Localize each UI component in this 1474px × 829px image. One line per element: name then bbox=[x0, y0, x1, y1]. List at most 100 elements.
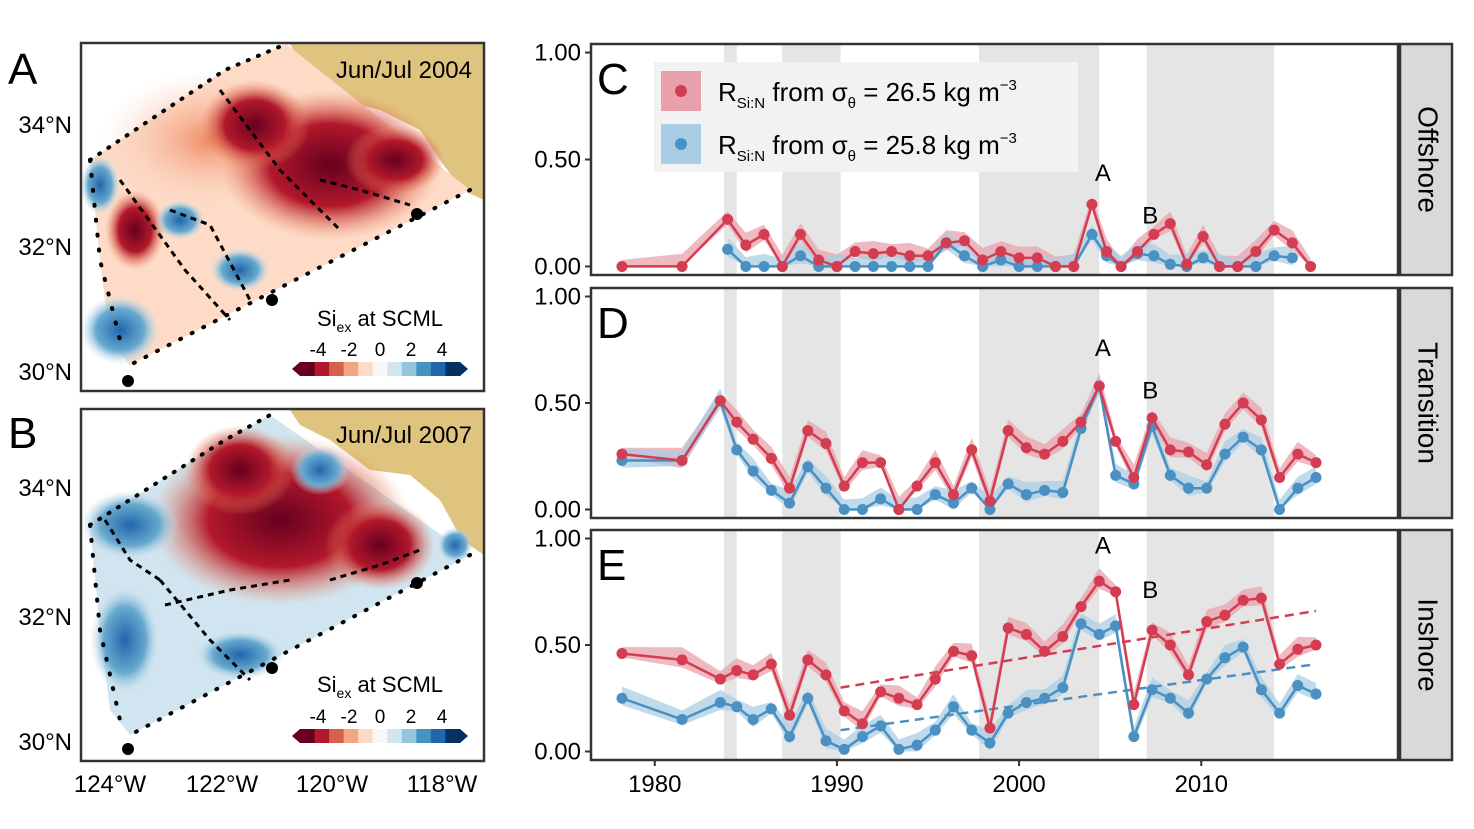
colorbar-tick-label: -4 bbox=[310, 707, 327, 728]
colorbar-swatch bbox=[445, 362, 461, 376]
data-point bbox=[616, 648, 628, 660]
data-point bbox=[676, 260, 688, 272]
shaded-period bbox=[979, 288, 1100, 518]
legend-item: RSi:N from σθ = 26.5 kg m−3 bbox=[661, 71, 1017, 112]
uncertainty-band bbox=[622, 373, 1316, 510]
data-point bbox=[1201, 616, 1213, 628]
colorbar-tick-label: 2 bbox=[406, 707, 417, 728]
data-point bbox=[1039, 484, 1051, 496]
mooring-marker bbox=[411, 208, 423, 220]
data-point bbox=[1310, 688, 1322, 700]
data-point bbox=[784, 731, 796, 743]
data-point bbox=[1002, 622, 1014, 634]
data-point bbox=[731, 416, 743, 428]
transect-line bbox=[329, 548, 421, 582]
data-point bbox=[1292, 448, 1304, 460]
data-point bbox=[1255, 444, 1267, 456]
station-line bbox=[88, 413, 272, 527]
data-point bbox=[747, 433, 759, 445]
data-point bbox=[1146, 684, 1158, 696]
land bbox=[290, 44, 484, 200]
data-point bbox=[1219, 652, 1231, 664]
data-point bbox=[1201, 673, 1213, 685]
data-point bbox=[1164, 218, 1176, 230]
data-point bbox=[922, 260, 934, 272]
data-point bbox=[802, 461, 814, 473]
data-point bbox=[1020, 442, 1032, 454]
data-point bbox=[911, 480, 923, 492]
legend-item: RSi:N from σθ = 25.8 kg m−3 bbox=[661, 124, 1017, 165]
data-point bbox=[747, 714, 759, 726]
data-point bbox=[1020, 489, 1032, 501]
transect-line bbox=[103, 519, 161, 582]
transect-line bbox=[118, 179, 232, 322]
data-point bbox=[904, 260, 916, 272]
data-point bbox=[886, 260, 898, 272]
colorbar-swatch bbox=[300, 362, 316, 376]
data-point bbox=[1086, 228, 1098, 240]
data-point bbox=[1183, 482, 1195, 494]
data-point bbox=[995, 254, 1007, 266]
data-point bbox=[1148, 250, 1160, 262]
data-point bbox=[1237, 431, 1249, 443]
colorbar-swatch bbox=[401, 362, 417, 376]
data-point bbox=[838, 503, 850, 515]
data-point bbox=[820, 482, 832, 494]
data-point bbox=[1128, 699, 1140, 711]
data-point bbox=[1237, 641, 1249, 653]
shaded-period bbox=[723, 530, 737, 760]
colorbar-swatch bbox=[416, 362, 432, 376]
data-point bbox=[995, 245, 1007, 257]
y-tick-label: 34°N bbox=[18, 112, 72, 139]
x-tick-label: 1980 bbox=[628, 771, 681, 798]
data-point bbox=[820, 735, 832, 747]
event-annotation: B bbox=[1142, 378, 1158, 405]
data-point bbox=[1013, 260, 1025, 272]
contour-blob bbox=[82, 295, 160, 365]
contour-field bbox=[82, 415, 473, 735]
facet-strip-label: Offshore bbox=[1413, 106, 1444, 213]
data-point bbox=[1183, 446, 1195, 458]
trend-line bbox=[840, 662, 1317, 732]
event-annotation: A bbox=[1095, 532, 1111, 559]
mooring-marker bbox=[122, 743, 134, 755]
data-point bbox=[966, 724, 978, 736]
shaded-period bbox=[1146, 44, 1275, 275]
data-point bbox=[1183, 707, 1195, 719]
data-point bbox=[776, 260, 788, 272]
data-point bbox=[886, 245, 898, 257]
colorbar-swatch bbox=[372, 362, 388, 376]
data-point bbox=[1057, 435, 1069, 447]
panel-e: 0.00 0.50 1.00 A B E Inshore bbox=[534, 526, 1454, 765]
data-point bbox=[1020, 628, 1032, 640]
data-point bbox=[856, 503, 868, 515]
map-x-axis: 124°W 122°W 120°W 118°W bbox=[74, 771, 478, 798]
data-point bbox=[1031, 260, 1043, 272]
data-point bbox=[1255, 414, 1267, 426]
colorbar-tick-label: -2 bbox=[341, 707, 358, 728]
data-point bbox=[1132, 245, 1144, 257]
data-point bbox=[722, 243, 734, 255]
data-point bbox=[911, 699, 923, 711]
colorbar-tick-label: 2 bbox=[406, 340, 417, 361]
data-point bbox=[676, 714, 688, 726]
data-point bbox=[794, 228, 806, 240]
panel-letter: D bbox=[597, 299, 629, 348]
data-point bbox=[1250, 260, 1262, 272]
mooring-marker bbox=[411, 577, 423, 589]
data-point bbox=[714, 395, 726, 407]
data-point bbox=[676, 455, 688, 466]
data-point bbox=[1292, 482, 1304, 494]
data-point bbox=[984, 722, 996, 734]
data-point bbox=[1237, 594, 1249, 606]
data-point bbox=[838, 743, 850, 755]
colorbar-cap bbox=[292, 729, 300, 743]
data-point bbox=[948, 497, 960, 509]
data-point bbox=[1274, 707, 1286, 719]
panel-d: 0.00 0.50 1.00 A B D Transition bbox=[534, 284, 1454, 523]
data-point bbox=[1310, 472, 1322, 484]
map-panel-letter: B bbox=[8, 409, 37, 458]
data-point bbox=[714, 673, 726, 685]
data-point bbox=[802, 425, 814, 437]
